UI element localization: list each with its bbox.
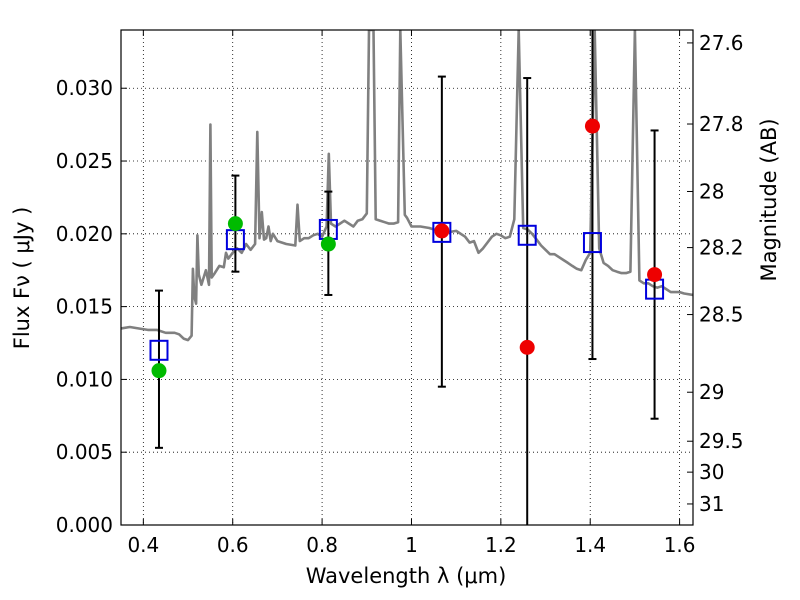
y-tick-label: 0.015 [56,295,113,319]
y2-tick-label: 29 [699,380,724,404]
x-tick-label: 1.6 [664,533,696,557]
x-tick-label: 0.4 [127,533,159,557]
x-tick-label: 1 [405,533,418,557]
y2-axis-label: Magnitude (AB) [757,118,781,281]
x-tick-label: 0.8 [306,533,338,557]
y2-tick-label: 28.2 [699,236,744,260]
y2-tick-label: 30 [699,460,724,484]
measured-flux-point [434,223,450,239]
model-flux-square [149,339,169,361]
y2-tick-label: 29.5 [699,429,744,453]
x-tick-label: 0.6 [217,533,249,557]
axes: 0.4 0.6 0.8 1 1.2 1.4 1.6 0.000 0.005 0.010 0.015 0… [56,30,744,557]
y-tick-label: 0.025 [56,149,113,173]
y-tick-label: 0.005 [56,440,113,464]
model-flux-square [582,232,602,254]
y-tick-label: 0.030 [56,76,113,100]
y-axis-label: Flux Fν ( μJy ) [10,207,34,350]
measured-flux-point [151,363,167,379]
model-flux-square [432,221,452,243]
measured-flux-point [519,339,535,355]
x-tick-label: 1.4 [574,533,606,557]
y2-tick-label: 28.5 [699,303,744,327]
plot-frame [120,29,694,526]
y-tick-label: 0.000 [56,513,113,537]
measured-flux-point [584,118,600,134]
measured-flux-point [227,216,243,232]
model-spectrum-line [121,30,693,342]
measured-flux-point [320,236,336,252]
y-tick-label: 0.010 [56,367,113,391]
x-tick-label: 1.2 [485,533,517,557]
y-tick-label: 0.020 [56,222,113,246]
model-flux-square [517,224,537,246]
y2-tick-label: 28 [699,179,724,203]
y2-tick-label: 27.8 [699,112,744,136]
x-axis-label: Wavelength λ (μm) [306,564,507,588]
plot-area [121,30,693,525]
y2-tick-label: 27.6 [699,31,744,55]
measured-flux-point [647,267,663,283]
y2-tick-label: 31 [699,492,724,516]
